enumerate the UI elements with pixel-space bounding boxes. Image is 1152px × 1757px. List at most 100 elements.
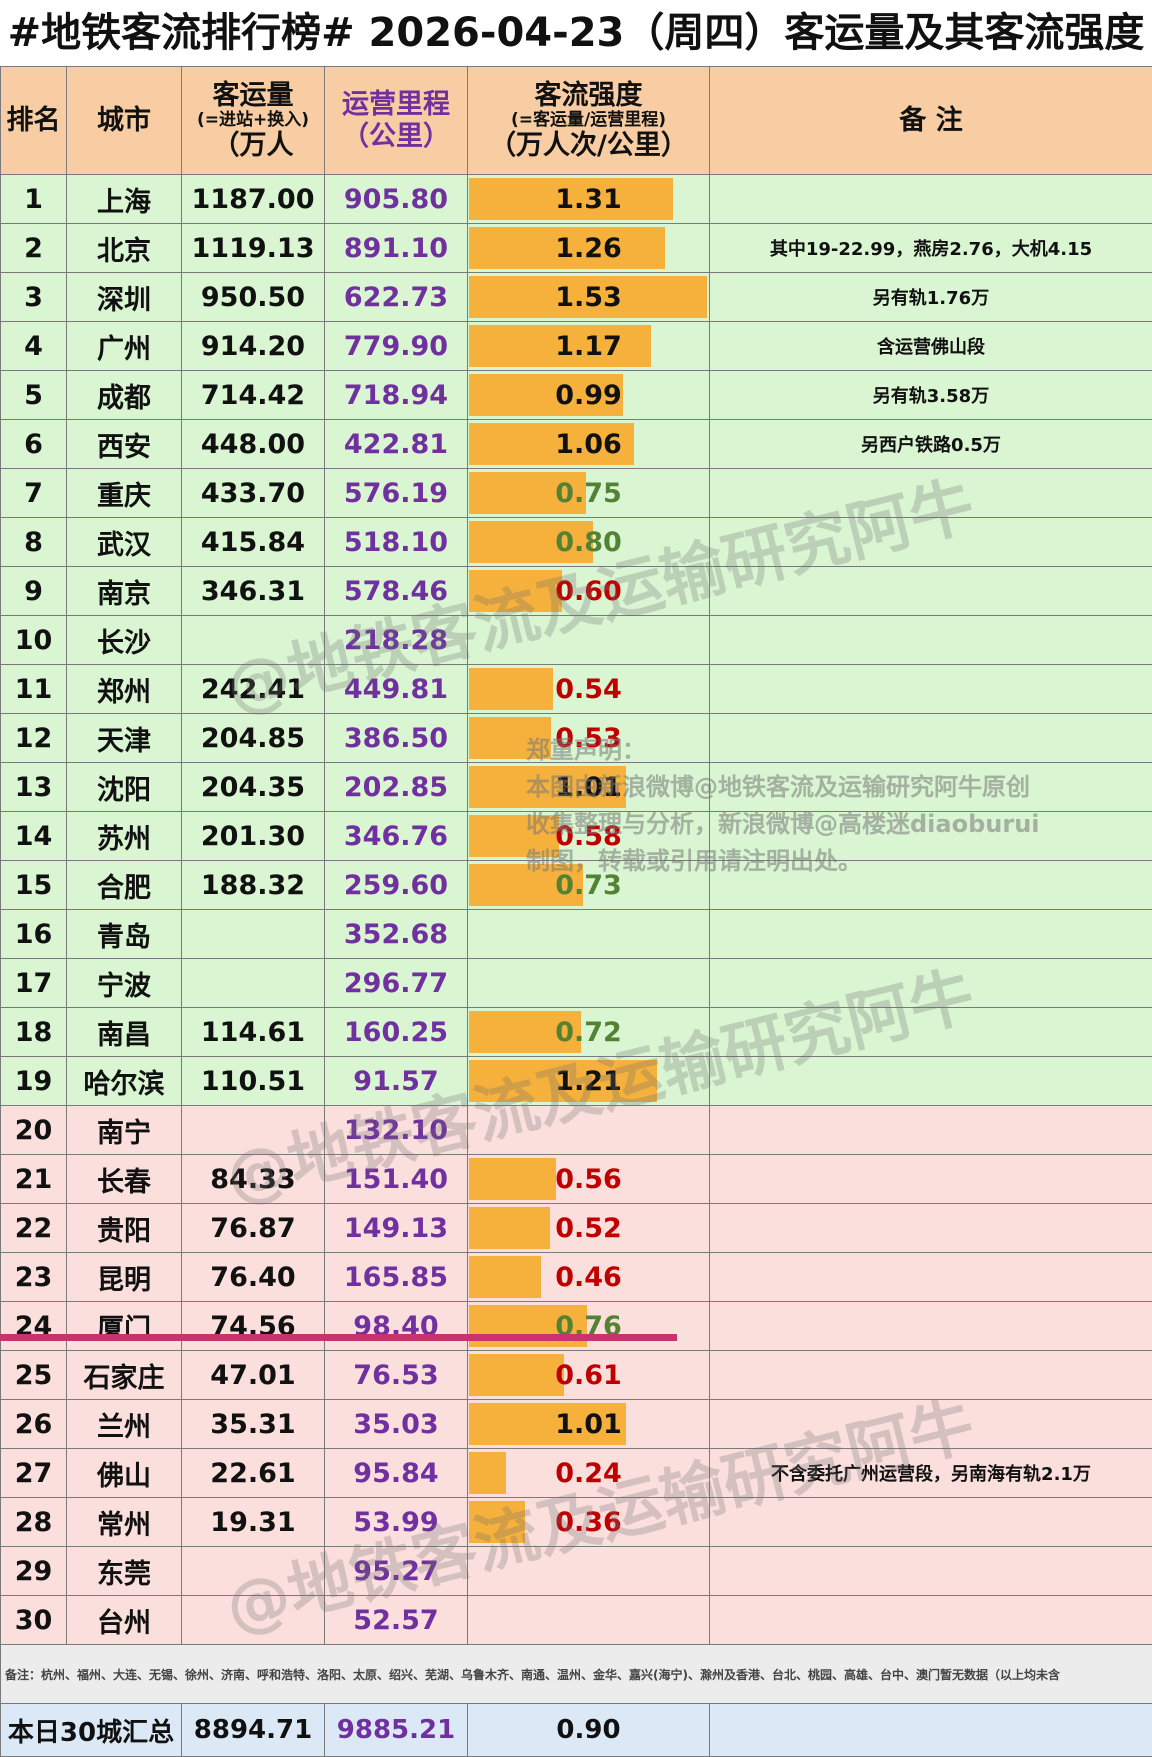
intensity-cell: 1.31: [468, 175, 710, 224]
header-mileage: 运营里程 （公里）: [325, 67, 468, 175]
ridership-cell: 204.35: [182, 763, 325, 812]
city-cell: 贵阳: [67, 1204, 182, 1253]
note-cell: [710, 665, 1152, 714]
intensity-cell: 1.06: [468, 420, 710, 469]
rank-cell: 10: [1, 616, 67, 665]
intensity-cell: 0.54: [468, 665, 710, 714]
city-cell: 厦门: [67, 1302, 182, 1351]
rank-cell: 3: [1, 273, 67, 322]
intensity-value: 0.99: [555, 380, 622, 411]
note-cell: 含运营佛山段: [710, 322, 1152, 371]
city-cell: 昆明: [67, 1253, 182, 1302]
rank-cell: 8: [1, 518, 67, 567]
ridership-cell: 1187.00: [182, 175, 325, 224]
intensity-bar: [469, 1354, 564, 1396]
intensity-cell: [468, 1596, 710, 1645]
rank-cell: 12: [1, 714, 67, 763]
mileage-cell: 98.40: [325, 1302, 468, 1351]
note-cell: [710, 1106, 1152, 1155]
ranking-cut-line: [0, 1334, 677, 1341]
intensity-bar: [469, 1256, 541, 1298]
declaration-line: 郑重声明：: [526, 732, 1040, 769]
city-cell: 深圳: [67, 273, 182, 322]
city-cell: 宁波: [67, 959, 182, 1008]
mileage-cell: 149.13: [325, 1204, 468, 1253]
intensity-cell: 0.76: [468, 1302, 710, 1351]
note-cell: 其中19-22.99，燕房2.76，大机4.15: [710, 224, 1152, 273]
rank-cell: 14: [1, 812, 67, 861]
rank-cell: 18: [1, 1008, 67, 1057]
city-cell: 成都: [67, 371, 182, 420]
intensity-cell: 0.46: [468, 1253, 710, 1302]
intensity-value: 0.46: [555, 1262, 622, 1293]
ridership-cell: 448.00: [182, 420, 325, 469]
mileage-cell: 160.25: [325, 1008, 468, 1057]
page-title: #地铁客流排行榜# 2026-04-23（周四）客运量及其客流强度: [0, 0, 1152, 66]
rank-cell: 29: [1, 1547, 67, 1596]
declaration-line: 收集整理与分析，新浪微博@高楼迷diaoburui: [526, 806, 1040, 843]
rank-cell: 6: [1, 420, 67, 469]
city-cell: 武汉: [67, 518, 182, 567]
footnote-row: 备注：杭州、福州、大连、无锡、徐州、济南、呼和浩特、洛阳、太原、绍兴、芜湖、乌鲁…: [1, 1645, 1152, 1704]
city-cell: 哈尔滨: [67, 1057, 182, 1106]
ridership-cell: [182, 910, 325, 959]
ridership-cell: 76.40: [182, 1253, 325, 1302]
rank-cell: 17: [1, 959, 67, 1008]
note-cell: [710, 1596, 1152, 1645]
rank-cell: 9: [1, 567, 67, 616]
rank-cell: 24: [1, 1302, 67, 1351]
city-cell: 合肥: [67, 861, 182, 910]
intensity-value: 0.52: [555, 1213, 622, 1244]
rank-cell: 21: [1, 1155, 67, 1204]
total-note: [710, 1704, 1152, 1757]
rank-cell: 7: [1, 469, 67, 518]
city-cell: 东莞: [67, 1547, 182, 1596]
rank-cell: 28: [1, 1498, 67, 1547]
city-cell: 南京: [67, 567, 182, 616]
city-cell: 长春: [67, 1155, 182, 1204]
intensity-value: 1.06: [555, 429, 622, 460]
intensity-value: 0.75: [555, 478, 622, 509]
mileage-cell: 296.77: [325, 959, 468, 1008]
ridership-cell: 950.50: [182, 273, 325, 322]
rank-cell: 13: [1, 763, 67, 812]
city-cell: 广州: [67, 322, 182, 371]
mileage-cell: 576.19: [325, 469, 468, 518]
ridership-cell: [182, 959, 325, 1008]
header-rank: 排名: [1, 67, 67, 175]
header-row: 排名 城市 客运量 (=进站+换入) （万人 运营里程 （公里） 客流强度 (=…: [1, 67, 1152, 175]
city-cell: 西安: [67, 420, 182, 469]
rank-cell: 27: [1, 1449, 67, 1498]
declaration-line: 本图由新浪微博@地铁客流及运输研究阿牛原创: [526, 769, 1040, 806]
ridership-cell: 1119.13: [182, 224, 325, 273]
mileage-cell: 891.10: [325, 224, 468, 273]
footnote-text: 备注：杭州、福州、大连、无锡、徐州、济南、呼和浩特、洛阳、太原、绍兴、芜湖、乌鲁…: [1, 1645, 1152, 1704]
ridership-cell: 110.51: [182, 1057, 325, 1106]
mileage-cell: 35.03: [325, 1400, 468, 1449]
intensity-value: 0.61: [555, 1360, 622, 1391]
city-cell: 台州: [67, 1596, 182, 1645]
declaration: 郑重声明： 本图由新浪微博@地铁客流及运输研究阿牛原创 收集整理与分析，新浪微博…: [526, 732, 1040, 880]
rank-cell: 20: [1, 1106, 67, 1155]
ridership-cell: 74.56: [182, 1302, 325, 1351]
rank-cell: 25: [1, 1351, 67, 1400]
intensity-cell: [468, 959, 710, 1008]
ridership-cell: 714.42: [182, 371, 325, 420]
intensity-value: 1.53: [555, 282, 622, 313]
rank-cell: 19: [1, 1057, 67, 1106]
rank-cell: 11: [1, 665, 67, 714]
mileage-cell: 422.81: [325, 420, 468, 469]
city-cell: 常州: [67, 1498, 182, 1547]
city-cell: 重庆: [67, 469, 182, 518]
intensity-bar: [469, 668, 553, 710]
ridership-cell: 346.31: [182, 567, 325, 616]
ridership-cell: 114.61: [182, 1008, 325, 1057]
